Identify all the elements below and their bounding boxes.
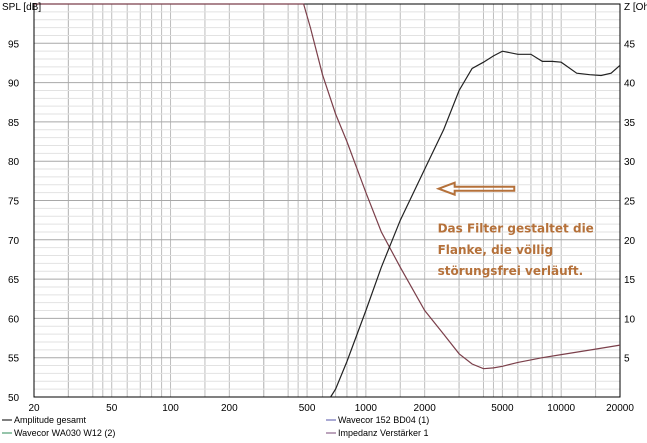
y-right-tick-label: 40 <box>624 79 636 90</box>
legend: Amplitude gesamt Wavecor WA030 W12 (2) W… <box>2 415 429 438</box>
y-right-tick-label: 5 <box>624 354 630 365</box>
series-line <box>34 3 621 370</box>
y-left-axis-label: SPL [dB] <box>2 2 41 13</box>
annotation-line: störungsfrei verläuft. <box>438 264 584 278</box>
x-tick-label: 10000 <box>547 403 575 414</box>
series-line <box>330 50 621 398</box>
y-left-tick-label: 90 <box>8 79 20 90</box>
y-right-tick-label: 20 <box>624 236 636 247</box>
axes-layer: SPL [dB] Z [Ohm] 20 50 100 200 500 1000 2000 50… <box>2 2 647 414</box>
y-left-tick-label: 80 <box>8 157 20 168</box>
annotation-line: Das Filter gestaltet die <box>438 222 594 236</box>
x-tick-label: 500 <box>299 403 316 414</box>
grid <box>34 3 620 398</box>
y-left-tick-label: 60 <box>8 314 20 325</box>
annotation-line: Flanke, die völlig <box>438 243 554 257</box>
y-right-tick-label: 45 <box>624 39 636 50</box>
legend-label: Wavecor WA030 W12 (2) <box>14 428 115 438</box>
y-left-tick-label: 85 <box>8 118 20 129</box>
plot-frame <box>33 3 621 398</box>
left-arrow-icon <box>435 181 516 197</box>
y-right-axis-label: Z [Ohm] <box>624 2 647 13</box>
y-right-tick-label: 30 <box>624 157 636 168</box>
y-left-tick-label: 50 <box>8 393 20 404</box>
y-right-tick-label: 15 <box>624 275 636 286</box>
x-tick-label: 2000 <box>414 403 437 414</box>
x-tick-label: 200 <box>221 403 238 414</box>
y-right-tick-label: 35 <box>624 118 636 129</box>
x-tick-label: 20000 <box>606 403 634 414</box>
y-left-tick-label: 75 <box>8 197 20 208</box>
x-tick-label: 50 <box>106 403 118 414</box>
legend-label: Wavecor 152 BD04 (1) <box>338 415 429 425</box>
y-left-tick-label: 65 <box>8 275 20 286</box>
y-right-tick-label: 10 <box>624 314 636 325</box>
x-tick-label: 1000 <box>355 403 378 414</box>
y-left-tick-label: 70 <box>8 236 20 247</box>
x-tick-label: 5000 <box>491 403 514 414</box>
annotation: Das Filter gestaltet die Flanke, die völ… <box>435 181 594 278</box>
y-left-tick-label: 95 <box>8 39 20 50</box>
x-tick-label: 20 <box>28 403 40 414</box>
y-right-tick-label: 25 <box>624 197 636 208</box>
legend-label: Amplitude gesamt <box>14 415 87 425</box>
x-tick-label: 100 <box>162 403 179 414</box>
legend-label: Impedanz Verstärker 1 <box>338 428 429 438</box>
series-layer <box>34 3 621 398</box>
y-left-tick-label: 55 <box>8 354 20 365</box>
